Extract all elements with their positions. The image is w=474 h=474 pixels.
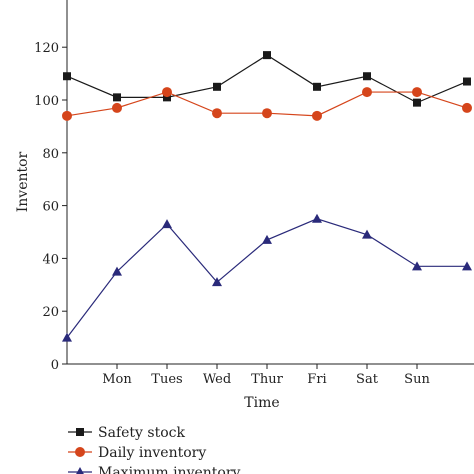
series-group <box>63 51 471 107</box>
data-point <box>362 87 372 98</box>
y-tick-label: 40 <box>42 252 59 267</box>
x-tick-label: Wed <box>203 372 231 387</box>
data-point <box>312 213 322 223</box>
x-ticks: Mon Tues Wed Thur Fri Sat Sun <box>102 364 430 387</box>
legend-label: Safety stock <box>98 425 185 441</box>
data-point <box>162 219 172 229</box>
y-tick-label: 120 <box>34 41 59 56</box>
y-tick-label: 60 <box>42 200 59 215</box>
legend-marker <box>75 447 85 457</box>
data-point <box>212 277 222 287</box>
y-tick-label: 20 <box>42 305 59 320</box>
data-point <box>462 102 472 113</box>
data-point <box>262 234 272 244</box>
data-point <box>363 72 371 81</box>
series-group <box>62 87 472 121</box>
series-group <box>62 213 472 342</box>
y-ticks: 0 20 40 60 80 100 120 <box>34 41 67 373</box>
chart-axes <box>66 0 474 365</box>
data-point <box>462 261 472 271</box>
legend-label: Maximum inventory <box>98 465 241 474</box>
data-point <box>362 229 372 239</box>
data-point <box>262 108 272 119</box>
data-point <box>263 51 271 60</box>
x-axis-title: Time <box>244 395 279 411</box>
series-line <box>66 54 468 104</box>
data-point <box>162 87 172 98</box>
x-tick-label: Sun <box>404 372 430 387</box>
data-point <box>62 332 72 342</box>
data-point <box>63 72 71 81</box>
x-tick-label: Mon <box>102 372 132 387</box>
data-point <box>112 266 122 276</box>
series-layer <box>62 51 472 342</box>
legend-label: Daily inventory <box>98 445 206 461</box>
x-tick-label: Thur <box>251 372 283 387</box>
data-point <box>413 98 421 107</box>
data-point <box>213 82 221 91</box>
x-tick-label: Tues <box>151 372 182 387</box>
data-point <box>212 108 222 119</box>
x-tick-label: Sat <box>356 372 379 387</box>
legend-marker <box>76 428 84 436</box>
y-tick-label: 100 <box>34 94 59 109</box>
data-point <box>62 110 72 121</box>
legend-item: Safety stock <box>68 425 185 441</box>
y-tick-label: 0 <box>51 358 59 373</box>
legend: Safety stock Daily inventory Maximum inven… <box>68 425 241 474</box>
data-point <box>112 102 122 113</box>
legend-item: Daily inventory <box>68 445 206 461</box>
data-point <box>312 110 322 121</box>
y-tick-label: 80 <box>42 147 59 162</box>
legend-marker <box>76 467 84 474</box>
data-point <box>313 82 321 91</box>
x-tick-label: Fri <box>307 372 326 387</box>
data-point <box>412 87 422 98</box>
data-point <box>113 93 121 102</box>
y-axis-title: Inventor <box>15 151 31 212</box>
data-point <box>412 261 422 271</box>
data-point <box>163 93 171 102</box>
data-point <box>463 77 471 86</box>
legend-item: Maximum inventory <box>68 465 241 474</box>
